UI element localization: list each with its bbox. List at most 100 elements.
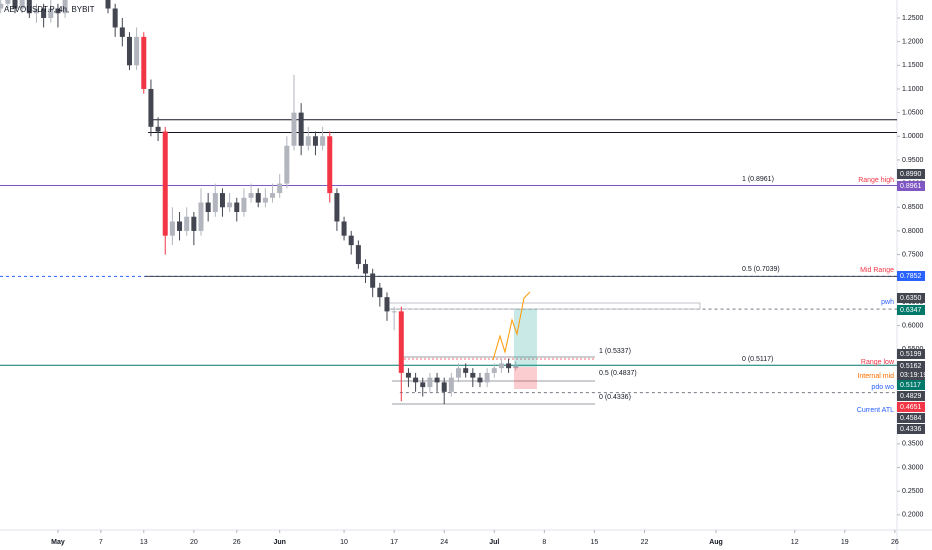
- candle-body: [484, 372, 490, 383]
- y-tick-label: 1.1500: [902, 62, 924, 69]
- note: pdo wo: [871, 384, 894, 391]
- candle-body: [227, 202, 233, 208]
- candle-body: [234, 202, 240, 212]
- level-label: 1 (0.5337): [599, 348, 631, 355]
- candle-body: [26, 0, 32, 14]
- note: Range high: [858, 177, 894, 184]
- candle-body: [12, 0, 18, 9]
- projection-path: [492, 291, 531, 361]
- candle-body: [284, 145, 290, 184]
- candle-body: [384, 297, 390, 312]
- candle-body: [463, 368, 469, 373]
- candle-body: [355, 245, 361, 265]
- price-tag-bg: [897, 391, 925, 401]
- price-tag-bg: [897, 293, 925, 303]
- candle-body: [241, 197, 247, 212]
- long-stop-zone: [514, 367, 537, 389]
- price-tag-bg: [897, 370, 925, 380]
- candles: [0, 0, 519, 405]
- price-tag-bg: [897, 413, 925, 423]
- x-tick-label: 22: [641, 539, 649, 546]
- price-tag-bg: [897, 424, 925, 434]
- note: pwh: [881, 299, 894, 306]
- x-tick-label: 24: [440, 539, 448, 546]
- candle-body: [198, 202, 204, 231]
- candle-body: [105, 0, 111, 9]
- candle-body: [456, 368, 462, 378]
- y-tick-label: 0.2000: [902, 512, 924, 519]
- candle-body: [470, 372, 476, 378]
- candle-body: [441, 382, 447, 392]
- candle-body: [312, 136, 318, 146]
- price-tag: 0.4651: [900, 404, 922, 411]
- price-tag-bg: [897, 181, 925, 191]
- candle-body: [55, 8, 61, 14]
- y-tick-label: 1.2500: [902, 15, 924, 22]
- candle-body: [155, 126, 161, 132]
- candle-body: [5, 0, 11, 4]
- candle-body: [427, 377, 433, 388]
- x-tick-label: May: [51, 539, 65, 546]
- candle-body: [434, 377, 440, 383]
- x-tick-label: 26: [233, 539, 241, 546]
- candle-body: [370, 273, 376, 288]
- candle-body: [506, 363, 512, 369]
- candle-body: [477, 377, 483, 383]
- candle-body: [320, 136, 326, 146]
- candle-body: [420, 382, 426, 388]
- x-tick-label: Jul: [489, 539, 499, 546]
- x-tick-label: 17: [390, 539, 398, 546]
- candle-body: [248, 193, 254, 198]
- candle-body: [184, 216, 190, 231]
- candle-body: [205, 202, 211, 212]
- x-tick-label: 10: [340, 539, 348, 546]
- price-tag: 03:19:19: [900, 372, 927, 379]
- y-tick-label: 0.7500: [902, 251, 924, 258]
- price-tag-bg: [897, 169, 925, 179]
- y-tick-label: 1.2000: [902, 38, 924, 45]
- x-tick-label: 19: [841, 539, 849, 546]
- price-tags: 0.8990 0.8961 0.7852 0.6350 0.6347 0.5199 0.51…: [897, 169, 927, 434]
- candle-body: [255, 193, 261, 203]
- price-tag: 0.5117: [900, 382, 921, 389]
- level-label: 0.5 (0.7039): [742, 266, 780, 273]
- candle-body: [177, 221, 183, 231]
- price-tag: 0.8990: [900, 171, 922, 178]
- candle-body: [41, 8, 47, 18]
- price-tag: 0.6347: [900, 307, 922, 314]
- candle-body: [305, 136, 311, 146]
- candle-body: [363, 264, 369, 274]
- note: Range low: [861, 359, 895, 366]
- candle-body: [498, 363, 504, 369]
- x-tick-label: Jun: [273, 539, 285, 546]
- candle-body: [341, 221, 347, 236]
- price-tag: 0.5199: [900, 351, 922, 358]
- x-tick-label: 12: [791, 539, 799, 546]
- level-label: 0 (0.5117): [742, 356, 773, 363]
- price-tag-bg: [897, 402, 925, 412]
- candle-body: [298, 112, 304, 146]
- candle-body: [491, 368, 497, 373]
- price-tag: 0.5162: [900, 363, 922, 370]
- price-tag-bg: [897, 380, 925, 390]
- candle-body: [291, 112, 297, 146]
- level-label: 0 (0.4336): [599, 394, 631, 401]
- candle-body: [270, 193, 276, 198]
- candle-body: [262, 197, 268, 203]
- candle-body: [148, 88, 154, 127]
- note: Current ATL: [857, 407, 894, 414]
- candle-body: [19, 0, 25, 9]
- candle-body: [126, 36, 132, 66]
- candle-body: [391, 311, 397, 313]
- price-tag: 0.8961: [900, 183, 922, 190]
- candle-body: [448, 377, 454, 392]
- x-tick-label: 15: [591, 539, 599, 546]
- price-tag: 0.6350: [900, 295, 922, 302]
- candle-body: [112, 8, 118, 28]
- candle-body: [398, 311, 404, 373]
- candle-body: [348, 235, 354, 246]
- price-tag: 0.4829: [900, 393, 922, 400]
- y-tick-label: 0.8000: [902, 228, 924, 235]
